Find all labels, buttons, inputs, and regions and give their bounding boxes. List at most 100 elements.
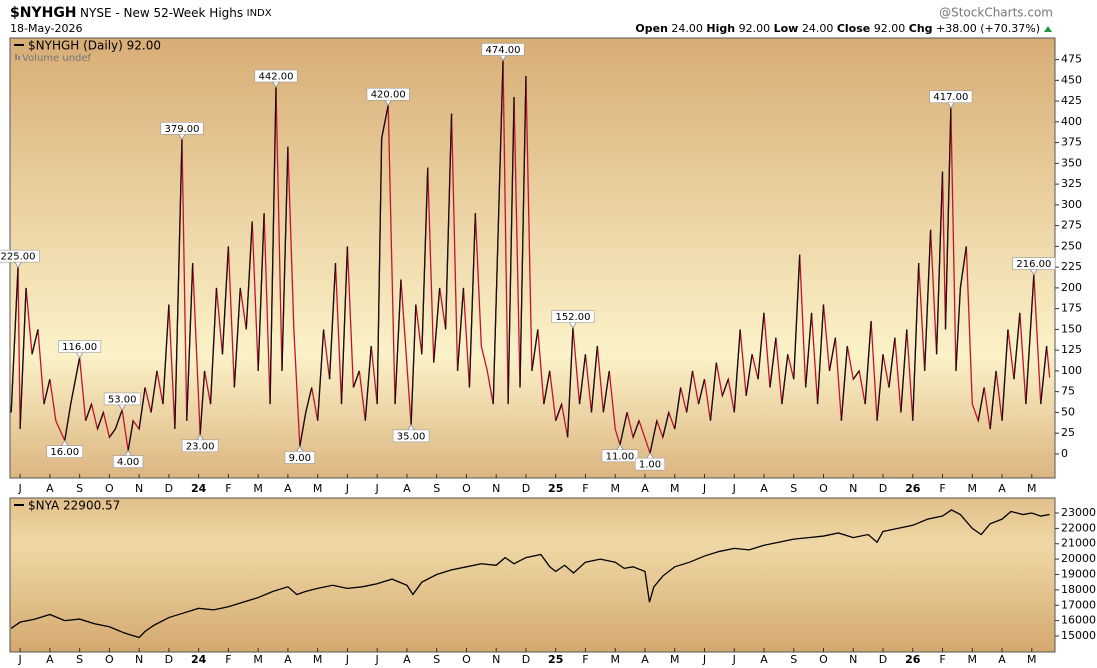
y-tick-label: 200	[1061, 281, 1082, 294]
x-tick-label: A	[403, 653, 411, 666]
up-segment	[114, 409, 123, 430]
y-tick-label: 100	[1061, 364, 1082, 377]
x-tick-label: A	[46, 482, 54, 495]
x-tick-label: O	[462, 482, 471, 495]
annotation-label: 1.00	[639, 460, 661, 471]
y-tick-label: 450	[1061, 73, 1082, 86]
annotation-label: 11.00	[606, 451, 635, 462]
annotation-box	[284, 451, 315, 464]
up-segment	[84, 403, 93, 421]
up-segment	[828, 337, 837, 372]
name: NYSE - New 52-Week Highs	[80, 6, 243, 20]
up-segment	[519, 76, 527, 388]
x-tick-label: S	[76, 653, 83, 666]
up-segment	[709, 362, 718, 421]
x-tick-label: S	[790, 653, 797, 666]
up-segment	[31, 329, 39, 355]
up-segment	[590, 345, 599, 413]
x-tick-label: A	[284, 482, 292, 495]
x-tick-label: S	[76, 482, 83, 495]
x-tick-label: O	[819, 482, 828, 495]
x-tick-label: M	[253, 482, 263, 495]
up-segment	[70, 357, 81, 405]
x-tick-label: N	[492, 482, 500, 495]
x-tick-label: 26	[905, 482, 921, 495]
up-segment	[685, 370, 694, 413]
annotation-box	[551, 310, 595, 324]
up-segment	[257, 213, 265, 371]
up-segment	[602, 370, 610, 413]
x-tick-label: A	[760, 482, 768, 495]
up-segment	[174, 139, 183, 430]
up-segment	[127, 420, 134, 451]
up-segment	[299, 412, 307, 447]
annotation-label: 4.00	[117, 457, 139, 468]
up-segment	[468, 213, 477, 388]
annotation-box	[1012, 257, 1056, 270]
panel	[9, 37, 1056, 479]
x-tick-label: J	[732, 653, 736, 666]
annotation-box	[392, 429, 430, 443]
annotation-box	[366, 87, 410, 101]
x-tick-label: N	[849, 653, 857, 666]
up-segment	[444, 113, 453, 330]
up-segment	[421, 167, 429, 355]
up-segment	[1013, 312, 1021, 380]
x-tick-label: D	[165, 653, 173, 666]
annotation-box	[929, 90, 973, 104]
legend-label: $NYA 22900.57	[28, 499, 120, 513]
y-tick-label: 225	[1061, 260, 1082, 273]
y-tick-label: 250	[1061, 239, 1082, 252]
up-segment	[924, 229, 932, 371]
header: $NYHGH NYSE - New 52-Week Highs INDX	[10, 5, 272, 21]
y-tick-label: 50	[1061, 405, 1075, 418]
up-segment	[697, 379, 706, 405]
y-tick-label: 300	[1061, 198, 1082, 211]
x-tick-label: F	[225, 482, 231, 495]
up-segment	[578, 354, 587, 405]
x-tick-label: J	[732, 482, 736, 495]
y-tick-label: 275	[1061, 219, 1082, 232]
y-tick-label: 21000	[1061, 537, 1096, 550]
up-segment	[352, 370, 360, 388]
quote-value: 24.00	[802, 22, 834, 35]
annotation-label: 16.00	[50, 447, 79, 458]
x-tick-label: J	[375, 482, 379, 495]
x-tick-label: J	[375, 653, 379, 666]
x-tick-label: D	[879, 482, 887, 495]
up-segment	[43, 379, 51, 405]
x-tick-label: A	[403, 482, 411, 495]
x-tick-label: O	[462, 653, 471, 666]
x-tick-label: F	[939, 653, 945, 666]
up-segment	[1025, 274, 1035, 405]
up-segment	[269, 86, 277, 405]
x-tick-label: S	[433, 653, 440, 666]
x-tick-label: F	[582, 653, 588, 666]
date: 18-May-2026	[10, 22, 82, 35]
up-segment	[340, 246, 349, 405]
quote-label: Close	[837, 22, 870, 35]
quote-label: Open	[635, 22, 668, 35]
up-segment	[492, 60, 504, 405]
x-tick-label: S	[433, 482, 440, 495]
up-segment	[864, 321, 872, 405]
up-segment	[209, 287, 218, 405]
up-segment	[108, 428, 116, 438]
annotation-box	[103, 392, 141, 406]
up-segment	[64, 404, 72, 441]
x-tick-label: M	[313, 482, 323, 495]
x-tick-label: M	[968, 653, 978, 666]
legend-label: $NYHGH (Daily) 92.00	[28, 39, 161, 53]
annotation-box	[634, 457, 666, 471]
x-tick-label: J	[345, 482, 349, 495]
up-segment	[816, 304, 825, 405]
source: @StockCharts.com	[939, 6, 1053, 20]
quote-value: 92.00	[874, 22, 906, 35]
x-tick-label: D	[522, 653, 530, 666]
x-tick-label: A	[284, 653, 292, 666]
x-tick-label: F	[225, 653, 231, 666]
x-tick-label: J	[17, 653, 21, 666]
annotation-box	[0, 249, 40, 263]
annotation-label: 420.00	[371, 90, 406, 101]
